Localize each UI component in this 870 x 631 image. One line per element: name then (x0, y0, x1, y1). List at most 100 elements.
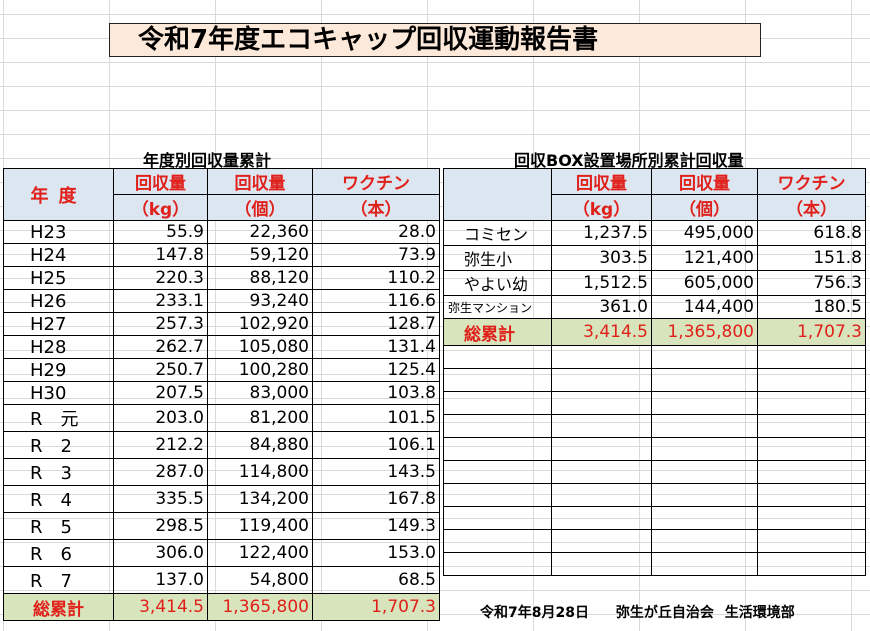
r-col-header-kg: 回収量 (551, 168, 652, 195)
r-total-vaccine: 1,707.3 (757, 318, 866, 346)
table-row: 弥生小 303.5 121,400 151.8 (443, 245, 866, 271)
empty-cell (757, 437, 866, 461)
row-year: R 3 (3, 458, 114, 486)
empty-cell (443, 460, 552, 484)
col-header-count: 回収量 (207, 168, 313, 195)
row-kg: 55.9 (113, 220, 208, 244)
table-row: H28 262.7 105,080 131.4 (3, 335, 440, 359)
empty-cell (443, 529, 552, 553)
empty-cell (443, 506, 552, 530)
footer-dept: 生活環境部 (724, 605, 795, 621)
row-kg: 361.0 (551, 295, 652, 319)
empty-row (443, 437, 866, 461)
row-count: 100,280 (207, 358, 313, 382)
empty-cell (651, 529, 758, 553)
empty-cell (757, 460, 866, 484)
empty-row (443, 529, 866, 553)
empty-cell (757, 391, 866, 415)
row-count: 144,400 (651, 295, 758, 319)
row-vaccine: 68.5 (312, 566, 440, 594)
table-row: H25 220.3 88,120 110.2 (3, 266, 440, 290)
row-year: H25 (3, 266, 114, 290)
row-count: 102,920 (207, 312, 313, 336)
row-year: H23 (3, 220, 114, 244)
empty-cell (443, 414, 552, 438)
col-unit-vaccine: （本） (312, 194, 440, 221)
row-kg: 298.5 (113, 512, 208, 540)
row-year: R 元 (3, 404, 114, 432)
row-kg: 203.0 (113, 404, 208, 432)
empty-cell (443, 368, 552, 392)
row-count: 119,400 (207, 512, 313, 540)
r-col-unit-vaccine: （本） (757, 194, 866, 221)
empty-cell (551, 368, 652, 392)
empty-cell (443, 552, 552, 576)
r-total-kg: 3,414.5 (551, 318, 652, 346)
empty-cell (651, 437, 758, 461)
row-vaccine: 101.5 (312, 404, 440, 432)
col-unit-kg: （kg） (113, 194, 208, 221)
left-section-title: 年度別回収量累計 (143, 151, 272, 170)
empty-cell (651, 345, 758, 369)
row-kg: 147.8 (113, 243, 208, 267)
empty-cell (651, 460, 758, 484)
row-vaccine: 125.4 (312, 358, 440, 382)
empty-cell (551, 529, 652, 553)
row-vaccine: 131.4 (312, 335, 440, 359)
row-kg: 137.0 (113, 566, 208, 594)
table-row: R 5 298.5 119,400 149.3 (3, 512, 440, 540)
row-kg: 1,237.5 (551, 220, 652, 246)
empty-row (443, 506, 866, 530)
total-label: 総累計 (3, 593, 114, 621)
row-vaccine: 143.5 (312, 458, 440, 486)
row-vaccine: 167.8 (312, 485, 440, 513)
empty-cell (551, 414, 652, 438)
row-year: R 7 (3, 566, 114, 594)
row-kg: 233.1 (113, 289, 208, 313)
table-row: コミセン 1,237.5 495,000 618.8 (443, 220, 866, 246)
row-year: H29 (3, 358, 114, 382)
left-total-row: 総累計 3,414.5 1,365,800 1,707.3 (3, 593, 440, 621)
table-row: R 4 335.5 134,200 167.8 (3, 485, 440, 513)
row-year: R 4 (3, 485, 114, 513)
total-count: 1,365,800 (207, 593, 313, 621)
row-count: 122,400 (207, 539, 313, 567)
r-col-unit-kg: （kg） (551, 194, 652, 221)
row-year: H28 (3, 335, 114, 359)
empty-cell (443, 437, 552, 461)
table-row: H30 207.5 83,000 103.8 (3, 381, 440, 405)
table-row: R 元 203.0 81,200 101.5 (3, 404, 440, 432)
empty-cell (651, 414, 758, 438)
row-year: H30 (3, 381, 114, 405)
row-vaccine: 151.8 (757, 245, 866, 271)
yearly-table: 年度 回収量 回収量 ワクチン （kg） （個） （本） H23 55.9 22,3… (3, 168, 440, 621)
table-row: H23 55.9 22,360 28.0 (3, 220, 440, 244)
empty-row (443, 345, 866, 369)
table-row: H26 233.1 93,240 116.6 (3, 289, 440, 313)
r-col-header-count: 回収量 (651, 168, 758, 195)
empty-row (443, 483, 866, 507)
footer-org: 弥生が丘自治会 (615, 605, 714, 621)
row-vaccine: 110.2 (312, 266, 440, 290)
row-count: 59,120 (207, 243, 313, 267)
table-row: R 7 137.0 54,800 68.5 (3, 566, 440, 594)
empty-cell (551, 506, 652, 530)
row-year: H26 (3, 289, 114, 313)
row-year: R 2 (3, 431, 114, 459)
footer-date: 令和7年8月28日 (480, 605, 589, 621)
row-count: 114,800 (207, 458, 313, 486)
r-total-count: 1,365,800 (651, 318, 758, 346)
row-year: H27 (3, 312, 114, 336)
empty-cell (443, 483, 552, 507)
row-vaccine: 116.6 (312, 289, 440, 313)
row-kg: 287.0 (113, 458, 208, 486)
empty-cell (551, 460, 652, 484)
row-count: 121,400 (651, 245, 758, 271)
empty-cell (651, 506, 758, 530)
table-row: H29 250.7 100,280 125.4 (3, 358, 440, 382)
page-title: 令和7年度エコキャップ回収運動報告書 (109, 23, 761, 57)
empty-cell (551, 345, 652, 369)
empty-cell (757, 368, 866, 392)
row-vaccine: 128.7 (312, 312, 440, 336)
table-row: R 6 306.0 122,400 153.0 (3, 539, 440, 567)
